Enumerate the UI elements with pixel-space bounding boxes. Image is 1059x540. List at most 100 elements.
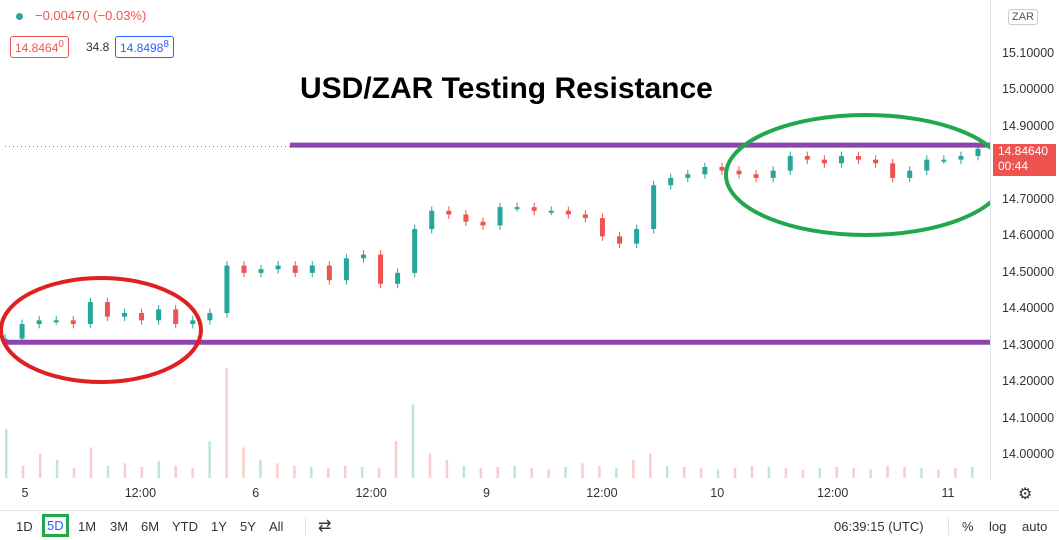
volume-bar [818,468,822,478]
volume-bar [411,404,415,478]
bid-box[interactable]: 14.84640 [10,36,69,58]
candle [651,185,657,230]
candle [582,214,588,219]
y-tick-label: 14.10000 [1002,410,1055,425]
ask-pip: 8 [163,39,169,50]
volume-bar [72,468,76,478]
x-tick-label: 12:00 [124,486,157,500]
candle [207,313,213,321]
candle [497,207,503,226]
volume-bar [123,463,127,478]
volume-bar [377,468,381,478]
volume-bar [174,465,177,478]
y-tick-label: 14.50000 [1002,264,1055,279]
volume-bar [682,467,686,478]
candle [702,166,708,175]
y-tick-label: 15.00000 [1002,82,1055,97]
candle [804,156,810,160]
candle [36,320,42,324]
candle [224,265,230,314]
candle [599,218,605,237]
range-1d[interactable]: 1D [16,519,33,534]
candle [958,156,964,160]
spread-value: 34.8 [86,40,110,54]
volume-bar [140,467,144,478]
candle [309,265,315,273]
percent-toggle[interactable]: % [962,519,974,534]
volume-bar [632,459,635,478]
volume-bar [547,469,550,478]
volume-bar [445,459,449,478]
range-all[interactable]: All [269,519,284,534]
candle [2,338,8,341]
volume-bar [191,468,194,478]
x-tick-label: 10 [710,486,725,500]
candle [548,210,554,213]
volume-bar [259,459,262,478]
volume-bar [954,468,957,478]
x-tick-label: 12:00 [586,486,618,500]
candle [173,309,179,324]
gear-icon[interactable]: ⚙ [1018,486,1033,503]
ask-box[interactable]: 14.84988 [115,36,174,58]
clock-time[interactable]: 06:39:15 (UTC) [834,519,924,534]
last-price-tag: 14.84640 00:44 [993,144,1056,176]
price-chart-svg[interactable] [0,0,990,480]
volume-bar [649,453,652,478]
volume-bar [5,429,8,478]
price-change: −0.00470 (−0.03%) [35,8,147,23]
candle [890,163,896,178]
range-1m[interactable]: 1M [78,519,97,534]
volume-bar [428,453,432,478]
range-5y[interactable]: 5Y [240,519,256,534]
x-tick-label: 12:00 [355,486,387,500]
candle [19,323,25,339]
log-toggle[interactable]: log [989,519,1007,534]
candle [907,170,913,178]
y-tick-label: 14.30000 [1002,337,1055,352]
candle [139,313,145,321]
range-3m[interactable]: 3M [110,519,129,534]
chart-title: USD/ZAR Testing Resistance [300,72,713,105]
candle [360,254,366,259]
range-6m[interactable]: 6M [141,519,160,534]
volume-bar [157,460,161,478]
volume-bar [513,465,516,478]
y-tick-label: 14.40000 [1002,301,1055,316]
candle [838,156,844,164]
candle [668,177,674,186]
bar-countdown: 00:44 [998,159,1029,173]
volume-bar [615,468,618,478]
volume-bar [920,468,923,478]
volume-bar [564,467,567,478]
candle [378,254,384,284]
last-price: 14.84640 [998,144,1049,158]
candle [634,229,640,244]
candle [480,221,486,226]
price-axis[interactable] [990,0,1059,480]
candle [53,320,59,323]
ask-price: 14.8498 [120,41,164,55]
volume-bar [242,447,245,478]
start-zone-ellipse [0,276,203,384]
volume-bar [971,467,974,478]
candle [941,159,947,162]
candle [856,156,862,160]
currency-selector[interactable]: ZAR [1008,9,1038,25]
volume-bar [801,469,805,478]
volume-bar [38,453,42,478]
y-tick-label: 14.90000 [1002,118,1055,133]
volume-bar [394,441,398,478]
date-range-icon[interactable]: ⇄ [318,518,332,535]
volume-bar [462,465,466,478]
candle [514,207,520,210]
volume-bar [835,467,838,478]
range-1y[interactable]: 1Y [211,519,227,534]
candle [275,265,281,270]
candle [924,159,930,171]
candle [873,159,879,164]
range-5d[interactable]: 5D [42,514,69,537]
auto-toggle[interactable]: auto [1022,519,1048,534]
range-ytd[interactable]: YTD [172,519,198,534]
